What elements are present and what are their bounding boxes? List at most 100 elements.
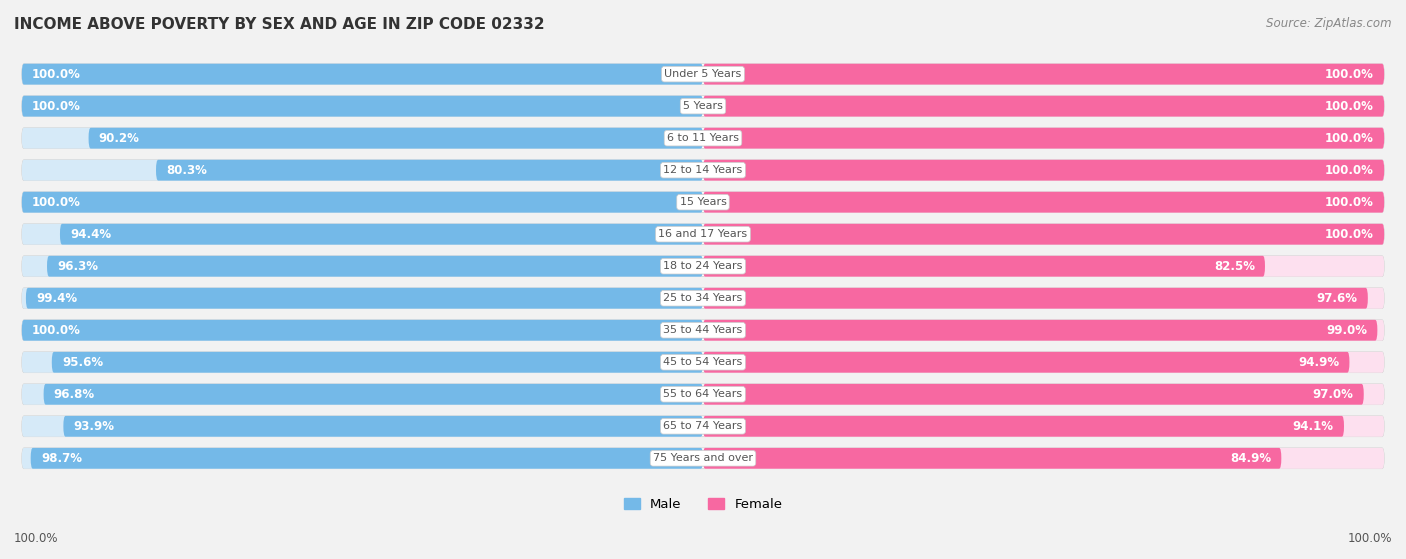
FancyBboxPatch shape [22, 416, 1384, 437]
FancyBboxPatch shape [22, 128, 1384, 149]
Text: 35 to 44 Years: 35 to 44 Years [664, 325, 742, 335]
Text: Under 5 Years: Under 5 Years [665, 69, 741, 79]
Legend: Male, Female: Male, Female [619, 493, 787, 517]
FancyBboxPatch shape [703, 384, 1384, 405]
Text: 84.9%: 84.9% [1230, 452, 1271, 465]
FancyBboxPatch shape [703, 352, 1350, 373]
FancyBboxPatch shape [22, 224, 1384, 245]
FancyBboxPatch shape [22, 64, 703, 84]
FancyBboxPatch shape [22, 288, 1384, 309]
Text: 65 to 74 Years: 65 to 74 Years [664, 421, 742, 432]
FancyBboxPatch shape [703, 256, 1265, 277]
Text: 100.0%: 100.0% [1324, 68, 1374, 80]
Text: 100.0%: 100.0% [1324, 100, 1374, 113]
Text: 75 Years and over: 75 Years and over [652, 453, 754, 463]
Text: 82.5%: 82.5% [1213, 260, 1254, 273]
Text: INCOME ABOVE POVERTY BY SEX AND AGE IN ZIP CODE 02332: INCOME ABOVE POVERTY BY SEX AND AGE IN Z… [14, 17, 544, 32]
FancyBboxPatch shape [703, 160, 1384, 181]
FancyBboxPatch shape [156, 160, 703, 181]
FancyBboxPatch shape [22, 320, 703, 340]
FancyBboxPatch shape [22, 288, 703, 309]
Text: 98.7%: 98.7% [41, 452, 82, 465]
FancyBboxPatch shape [22, 192, 1384, 212]
FancyBboxPatch shape [703, 384, 1364, 405]
Text: 100.0%: 100.0% [32, 324, 82, 337]
Text: 12 to 14 Years: 12 to 14 Years [664, 165, 742, 175]
FancyBboxPatch shape [22, 448, 1384, 468]
Text: 94.4%: 94.4% [70, 228, 111, 241]
Text: 100.0%: 100.0% [1324, 132, 1374, 145]
Text: 16 and 17 Years: 16 and 17 Years [658, 229, 748, 239]
Text: 99.4%: 99.4% [37, 292, 77, 305]
FancyBboxPatch shape [22, 256, 703, 277]
FancyBboxPatch shape [89, 128, 703, 149]
Text: 5 Years: 5 Years [683, 101, 723, 111]
Text: Source: ZipAtlas.com: Source: ZipAtlas.com [1267, 17, 1392, 30]
Text: 100.0%: 100.0% [32, 196, 82, 209]
Text: 97.6%: 97.6% [1316, 292, 1358, 305]
FancyBboxPatch shape [22, 160, 1384, 181]
Text: 100.0%: 100.0% [1324, 196, 1374, 209]
FancyBboxPatch shape [22, 256, 1384, 277]
Text: 96.3%: 96.3% [58, 260, 98, 273]
Text: 15 Years: 15 Years [679, 197, 727, 207]
FancyBboxPatch shape [22, 448, 703, 468]
FancyBboxPatch shape [22, 224, 703, 245]
Text: 93.9%: 93.9% [73, 420, 114, 433]
Text: 96.8%: 96.8% [53, 388, 96, 401]
Text: 55 to 64 Years: 55 to 64 Years [664, 389, 742, 399]
FancyBboxPatch shape [22, 352, 1384, 373]
FancyBboxPatch shape [703, 192, 1384, 212]
FancyBboxPatch shape [22, 320, 1384, 340]
FancyBboxPatch shape [703, 352, 1384, 373]
FancyBboxPatch shape [703, 416, 1384, 437]
FancyBboxPatch shape [703, 416, 1344, 437]
FancyBboxPatch shape [703, 192, 1384, 212]
Text: 100.0%: 100.0% [32, 100, 82, 113]
FancyBboxPatch shape [22, 64, 1384, 84]
FancyBboxPatch shape [703, 256, 1384, 277]
Text: 100.0%: 100.0% [14, 532, 59, 545]
FancyBboxPatch shape [22, 64, 703, 84]
Text: 94.1%: 94.1% [1292, 420, 1334, 433]
FancyBboxPatch shape [22, 96, 1384, 117]
FancyBboxPatch shape [52, 352, 703, 373]
Text: 80.3%: 80.3% [166, 164, 207, 177]
FancyBboxPatch shape [703, 224, 1384, 245]
Text: 25 to 34 Years: 25 to 34 Years [664, 293, 742, 303]
FancyBboxPatch shape [46, 256, 703, 277]
Text: 95.6%: 95.6% [62, 356, 103, 369]
Text: 6 to 11 Years: 6 to 11 Years [666, 133, 740, 143]
Text: 45 to 54 Years: 45 to 54 Years [664, 357, 742, 367]
FancyBboxPatch shape [22, 96, 703, 117]
FancyBboxPatch shape [22, 384, 703, 405]
FancyBboxPatch shape [22, 384, 1384, 405]
Text: 99.0%: 99.0% [1326, 324, 1367, 337]
Text: 97.0%: 97.0% [1313, 388, 1354, 401]
FancyBboxPatch shape [703, 320, 1378, 340]
Text: 90.2%: 90.2% [98, 132, 139, 145]
FancyBboxPatch shape [703, 64, 1384, 84]
FancyBboxPatch shape [22, 352, 703, 373]
FancyBboxPatch shape [22, 128, 703, 149]
FancyBboxPatch shape [703, 320, 1384, 340]
FancyBboxPatch shape [703, 288, 1384, 309]
FancyBboxPatch shape [31, 448, 703, 468]
Text: 94.9%: 94.9% [1298, 356, 1340, 369]
Text: 18 to 24 Years: 18 to 24 Years [664, 261, 742, 271]
FancyBboxPatch shape [703, 448, 1384, 468]
FancyBboxPatch shape [63, 416, 703, 437]
Text: 100.0%: 100.0% [32, 68, 82, 80]
FancyBboxPatch shape [22, 192, 703, 212]
Text: 100.0%: 100.0% [1324, 164, 1374, 177]
FancyBboxPatch shape [703, 128, 1384, 149]
FancyBboxPatch shape [44, 384, 703, 405]
FancyBboxPatch shape [703, 96, 1384, 117]
Text: 100.0%: 100.0% [1324, 228, 1374, 241]
FancyBboxPatch shape [22, 160, 703, 181]
FancyBboxPatch shape [703, 96, 1384, 117]
FancyBboxPatch shape [22, 96, 703, 117]
FancyBboxPatch shape [25, 288, 703, 309]
FancyBboxPatch shape [22, 192, 703, 212]
FancyBboxPatch shape [703, 224, 1384, 245]
